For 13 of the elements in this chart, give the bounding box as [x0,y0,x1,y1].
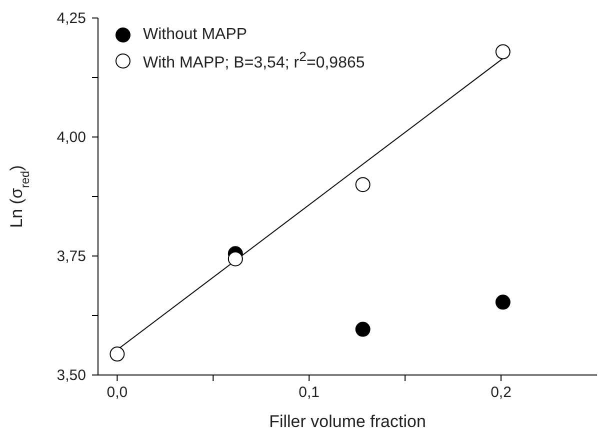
point [355,322,370,337]
y-tick-label: 4,00 [56,129,86,146]
y-tick-label: 3,75 [56,248,86,265]
point [495,294,510,310]
x-axis-title: Filler volume fraction [269,412,426,431]
legend-label: With MAPP; B=3,54; r$^{2}$=0,9865 [143,49,365,73]
x-tick-label: 0,0 [106,384,128,401]
legend-label: Without MAPP [143,26,248,44]
point [228,251,243,266]
x-tick-label: 0,1 [298,384,320,401]
x-tick-label: 0,2 [490,384,512,401]
y-tick-label: 3,50 [56,367,86,384]
y-tick-label: 4,25 [56,10,86,27]
